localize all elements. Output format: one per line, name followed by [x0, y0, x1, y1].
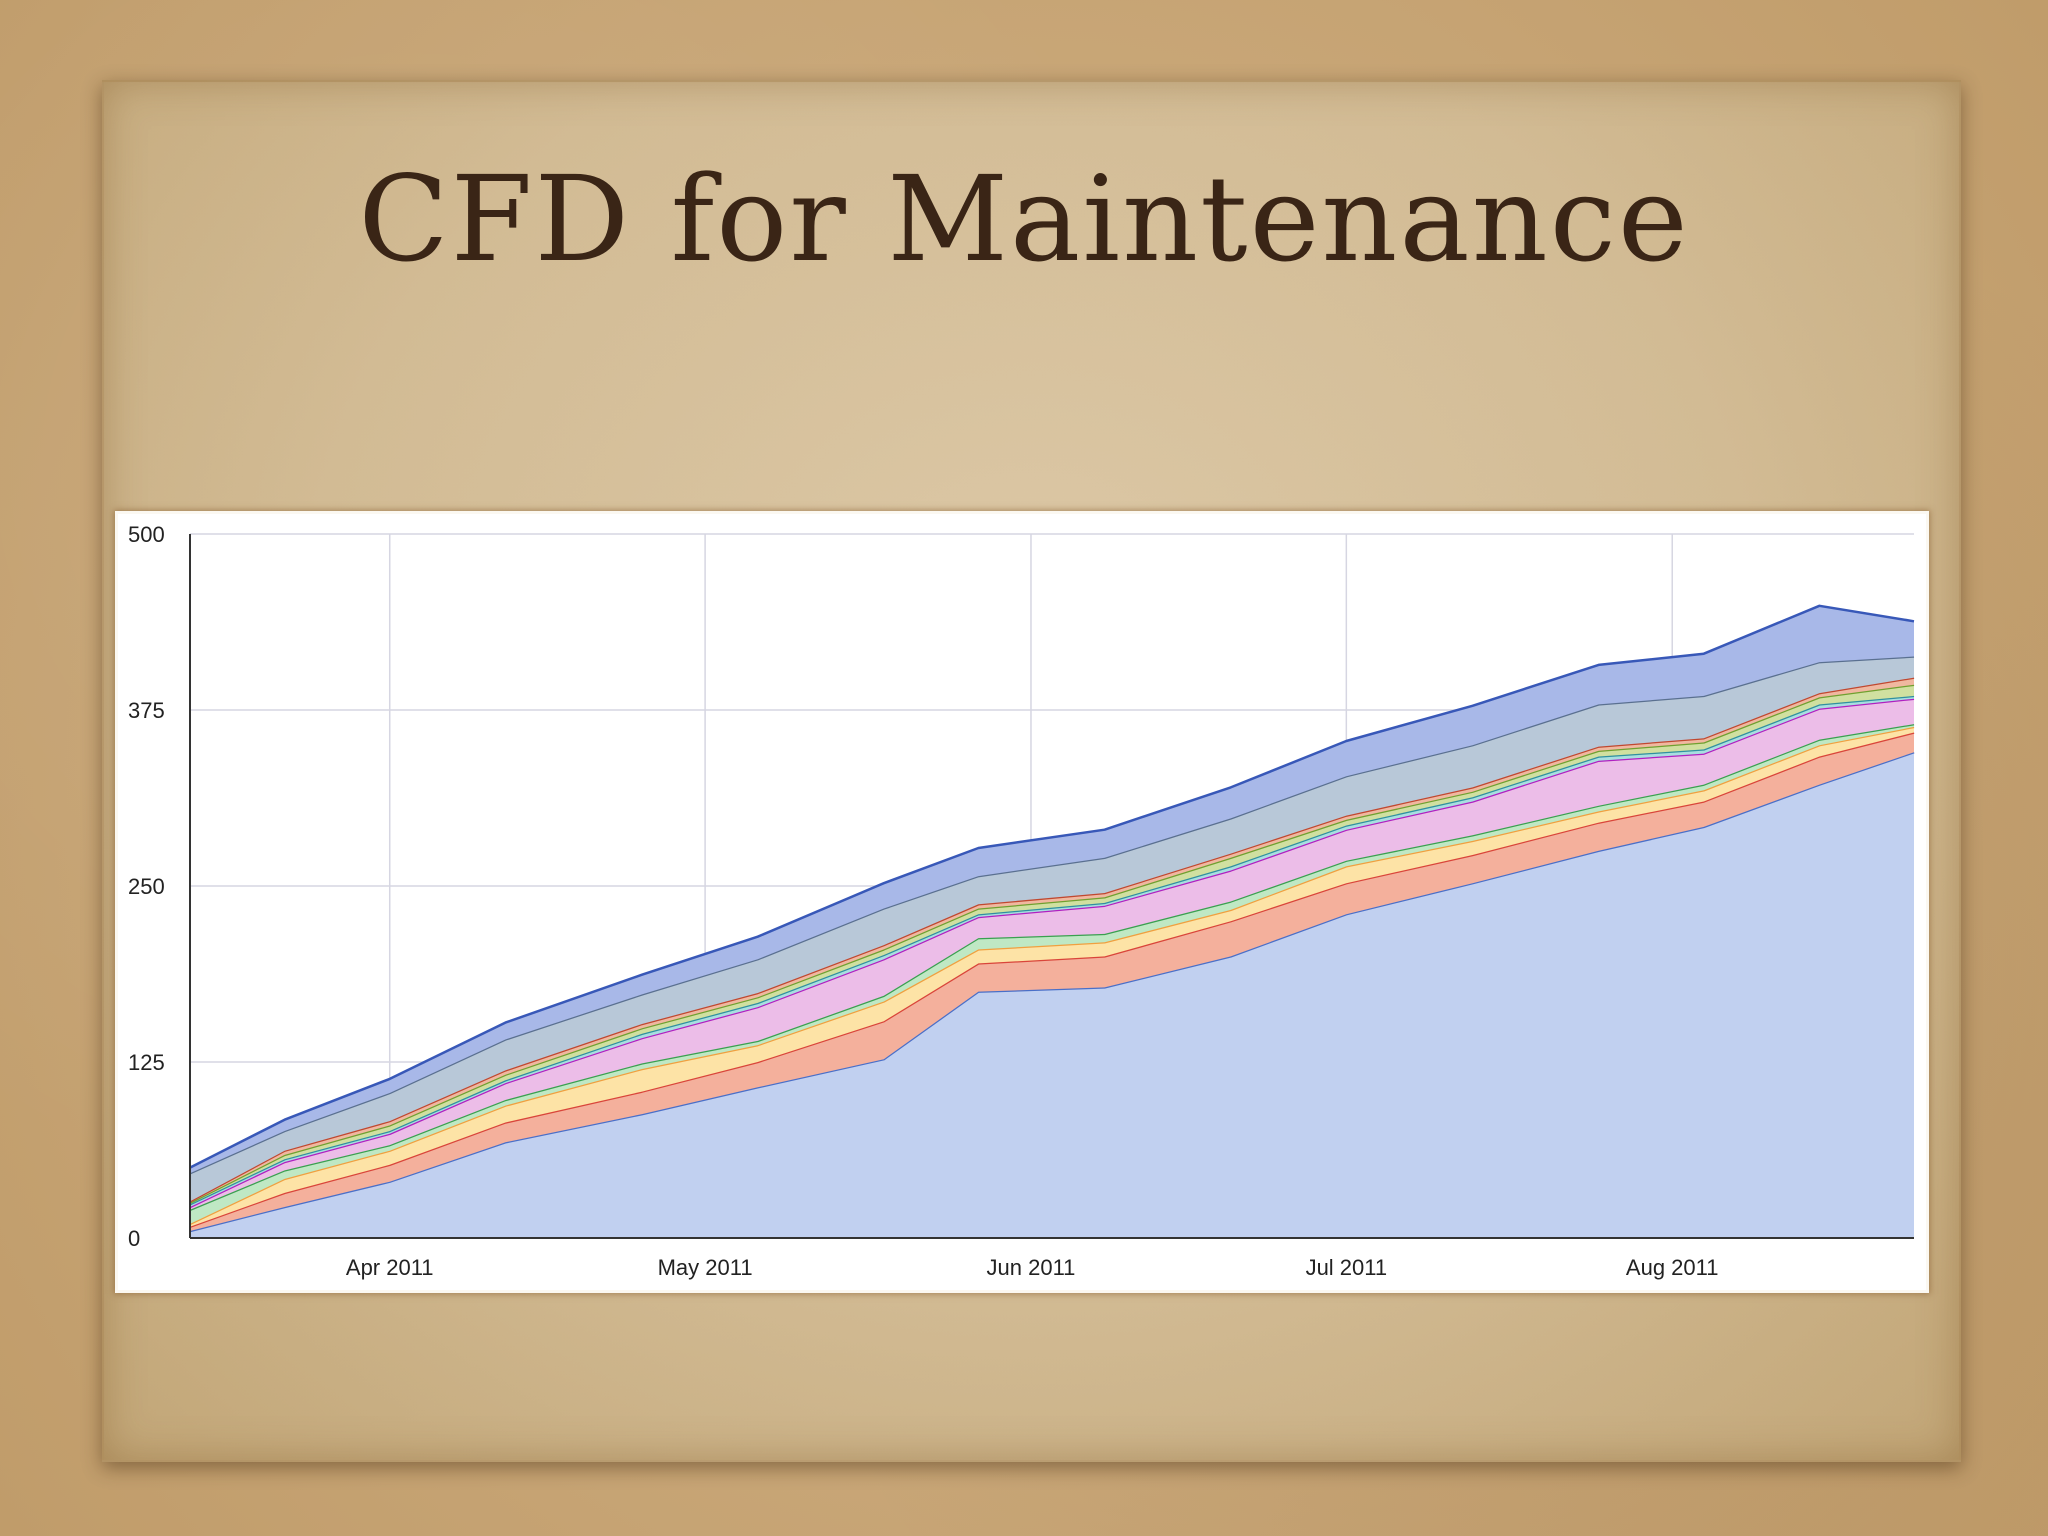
x-tick-label: Jun 2011: [987, 1255, 1076, 1280]
label-layer: 0 125 250 375 500 Apr 2011 May 2011 Jun 2011 Jul…: [128, 522, 1719, 1280]
y-tick-label: 0: [128, 1226, 140, 1251]
y-tick-label: 375: [128, 698, 165, 723]
series-area-8: [190, 656, 1914, 1202]
axis-layer: [189, 534, 1914, 1239]
area-layer: [189, 604, 1915, 1238]
x-tick-label: Aug 2011: [1626, 1255, 1719, 1280]
y-tick-label: 125: [128, 1050, 165, 1075]
series-line-2: [189, 725, 1915, 1226]
cfd-chart: 0 125 250 375 500 Apr 2011 May 2011 Jun 2011 Jul…: [128, 522, 1915, 1280]
chart-frame: 0 125 250 375 500 Apr 2011 May 2011 Jun 2011 Jul…: [118, 514, 1926, 1290]
y-tick-label: 250: [128, 874, 165, 899]
series-area-0: [190, 752, 1914, 1238]
series-area-9: [190, 605, 1914, 1174]
series-line-9: [189, 604, 1915, 1169]
series-area-4: [190, 698, 1914, 1210]
y-tick-label: 500: [128, 522, 165, 547]
x-tick-label: Apr 2011: [346, 1255, 434, 1280]
series-area-3: [190, 724, 1914, 1224]
series-line-6: [189, 683, 1915, 1204]
series-area-1: [190, 732, 1914, 1231]
slide-title: CFD for Maintenance: [358, 150, 1690, 288]
x-tick-label: May 2011: [658, 1255, 753, 1280]
x-tick-label: Jul 2011: [1306, 1255, 1388, 1280]
series-area-2: [190, 726, 1914, 1227]
